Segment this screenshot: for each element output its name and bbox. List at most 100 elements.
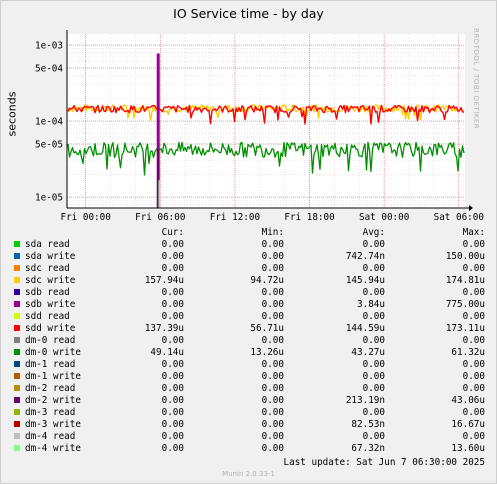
legend-max-value: 775.00u bbox=[445, 299, 485, 310]
legend-avg-value: 0.00 bbox=[362, 383, 385, 394]
legend-series-name: dm-4 read bbox=[25, 431, 76, 442]
legend-row: dm-4 write 0.00 0.00 67.32n 13.60u bbox=[0, 443, 497, 455]
legend-min-value: 0.00 bbox=[261, 311, 284, 322]
legend-avg-value: 3.84u bbox=[357, 299, 385, 310]
x-tick-label: Fri 06:00 bbox=[135, 212, 185, 223]
legend-row: dm-0 read 0.00 0.00 0.00 0.00 bbox=[0, 335, 497, 347]
legend-min-value: 56.71u bbox=[250, 323, 284, 334]
legend-min-value: 0.00 bbox=[261, 251, 284, 262]
legend-series-name: sdb read bbox=[25, 287, 70, 298]
legend-cur-value: 0.00 bbox=[161, 443, 184, 454]
legend-max-value: 61.32u bbox=[451, 347, 485, 358]
series-line-dm0-write bbox=[67, 141, 465, 176]
legend-min-value: 0.00 bbox=[261, 287, 284, 298]
legend-cur-value: 0.00 bbox=[161, 407, 184, 418]
legend-row: sda write 0.00 0.00 742.74n 150.00u bbox=[0, 251, 497, 263]
legend-max-value: 43.06u bbox=[451, 395, 485, 406]
x-tick-label: Fri 00:00 bbox=[60, 212, 110, 223]
rrdtool-credit: RRDTOOL / TOBI OETIKER bbox=[472, 28, 480, 130]
legend-row: sdb write 0.00 0.00 3.84u 775.00u bbox=[0, 299, 497, 311]
legend-avg-value: 0.00 bbox=[362, 431, 385, 442]
legend-cur-value: 0.00 bbox=[161, 311, 184, 322]
legend-avg-value: 0.00 bbox=[362, 311, 385, 322]
legend-series-name: dm-3 write bbox=[25, 419, 81, 430]
legend-cur-value: 49.14u bbox=[150, 347, 184, 358]
legend-avg-value: 0.00 bbox=[362, 263, 385, 274]
legend-header-min: Min: bbox=[261, 227, 284, 238]
legend-avg-value: 145.94u bbox=[345, 275, 385, 286]
legend-series-name: dm-2 write bbox=[25, 395, 81, 406]
legend-min-value: 0.00 bbox=[261, 359, 284, 370]
legend-min-value: 0.00 bbox=[261, 407, 284, 418]
x-axis-arrow bbox=[469, 205, 473, 211]
legend-series-name: sdd write bbox=[25, 323, 76, 334]
legend-row: dm-2 read 0.00 0.00 0.00 0.00 bbox=[0, 383, 497, 395]
legend-series-name: dm-3 read bbox=[25, 407, 76, 418]
legend-cur-value: 0.00 bbox=[161, 263, 184, 274]
x-tick-label: Sat 06:00 bbox=[434, 212, 484, 223]
legend-swatch bbox=[14, 445, 20, 451]
legend-row: sdc write 157.94u 94.72u 145.94u 174.81u bbox=[0, 275, 497, 287]
legend-series-name: dm-0 write bbox=[25, 347, 81, 358]
legend-cur-value: 0.00 bbox=[161, 251, 184, 262]
legend-max-value: 0.00 bbox=[462, 263, 485, 274]
legend-swatch bbox=[14, 277, 20, 283]
legend-swatch bbox=[14, 253, 20, 259]
y-tick-label: 1e-04 bbox=[35, 117, 63, 128]
legend-series-name: sdc read bbox=[25, 263, 70, 274]
legend-max-value: 173.11u bbox=[445, 323, 485, 334]
legend-swatch bbox=[14, 373, 20, 379]
legend-max-value: 0.00 bbox=[462, 383, 485, 394]
legend-row: sdc read 0.00 0.00 0.00 0.00 bbox=[0, 263, 497, 275]
legend-header-cur: Cur: bbox=[161, 227, 184, 238]
legend-cur-value: 0.00 bbox=[161, 299, 184, 310]
legend-series-name: dm-2 read bbox=[25, 383, 76, 394]
legend-swatch bbox=[14, 241, 20, 247]
legend-min-value: 0.00 bbox=[261, 299, 284, 310]
legend-row: dm-1 write 0.00 0.00 0.00 0.00 bbox=[0, 371, 497, 383]
legend-swatch bbox=[14, 313, 20, 319]
legend-swatch bbox=[14, 385, 20, 391]
legend-max-value: 0.00 bbox=[462, 311, 485, 322]
legend-max-value: 0.00 bbox=[462, 239, 485, 250]
legend-min-value: 0.00 bbox=[261, 263, 284, 274]
legend-series-name: sdd read bbox=[25, 311, 70, 322]
legend-row: sdb read 0.00 0.00 0.00 0.00 bbox=[0, 287, 497, 299]
legend-swatch bbox=[14, 421, 20, 427]
legend-min-value: 0.00 bbox=[261, 395, 284, 406]
legend-avg-value: 43.27u bbox=[351, 347, 385, 358]
legend-series-name: dm-0 read bbox=[25, 335, 76, 346]
legend-min-value: 0.00 bbox=[261, 431, 284, 442]
legend-avg-value: 144.59u bbox=[345, 323, 385, 334]
legend-swatch bbox=[14, 409, 20, 415]
legend-cur-value: 0.00 bbox=[161, 359, 184, 370]
legend-avg-value: 82.53n bbox=[351, 419, 385, 430]
chart-svg: 1e-03 5e-04 1e-04 5e-05 1e-05 Fri 00:00 Fri 06… bbox=[35, 30, 484, 223]
y-tick-label: 1e-03 bbox=[35, 41, 63, 52]
chart-title: IO Service time - by day bbox=[173, 6, 324, 21]
series-line-sdd-write bbox=[67, 104, 465, 125]
legend-row: sda read 0.00 0.00 0.00 0.00 bbox=[0, 239, 497, 251]
x-tick-label: Fri 18:00 bbox=[284, 212, 334, 223]
legend-swatch bbox=[14, 433, 20, 439]
legend-row: dm-0 write 49.14u 13.26u 43.27u 61.32u bbox=[0, 347, 497, 359]
legend-min-value: 0.00 bbox=[261, 383, 284, 394]
legend-cur-value: 137.39u bbox=[144, 323, 184, 334]
legend-max-value: 0.00 bbox=[462, 287, 485, 298]
legend-max-value: 16.67u bbox=[451, 419, 485, 430]
legend-min-value: 0.00 bbox=[261, 239, 284, 250]
legend-cur-value: 0.00 bbox=[161, 371, 184, 382]
legend-avg-value: 0.00 bbox=[362, 239, 385, 250]
legend-series-name: dm-4 write bbox=[25, 443, 81, 454]
legend-avg-value: 0.00 bbox=[362, 359, 385, 370]
legend-max-value: 13.60u bbox=[451, 443, 485, 454]
legend-cur-value: 0.00 bbox=[161, 431, 184, 442]
legend-avg-value: 213.19n bbox=[345, 395, 385, 406]
legend-max-value: 0.00 bbox=[462, 359, 485, 370]
legend-cur-value: 0.00 bbox=[161, 239, 184, 250]
legend-swatch bbox=[14, 397, 20, 403]
legend-avg-value: 0.00 bbox=[362, 407, 385, 418]
legend-cur-value: 0.00 bbox=[161, 419, 184, 430]
legend-min-value: 0.00 bbox=[261, 335, 284, 346]
legend-min-value: 0.00 bbox=[261, 443, 284, 454]
